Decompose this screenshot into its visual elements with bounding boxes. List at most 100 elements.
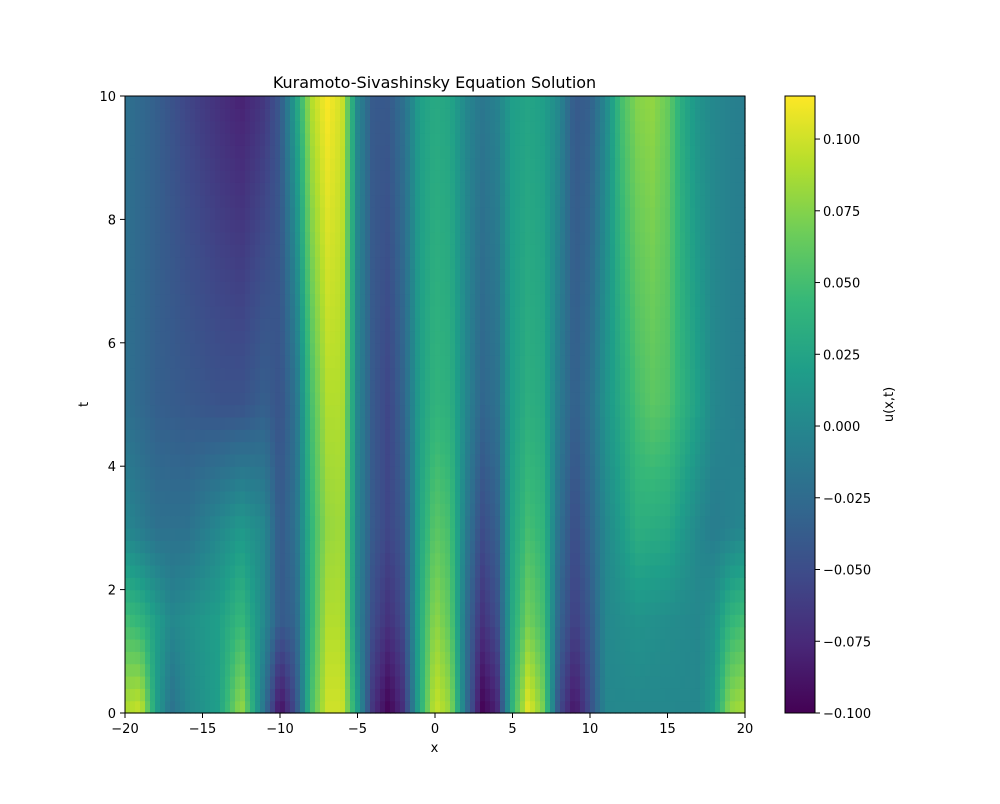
heatmap-cell <box>470 342 476 356</box>
heatmap-cell <box>560 256 566 270</box>
heatmap-cell <box>530 231 536 245</box>
heatmap-cell <box>480 589 486 603</box>
heatmap-cell <box>275 651 281 665</box>
heatmap-cell <box>165 663 171 677</box>
heatmap-cell <box>385 379 391 393</box>
heatmap-cell <box>230 651 236 665</box>
heatmap-cell <box>335 429 341 443</box>
heatmap-cell <box>500 466 506 480</box>
heatmap-cell <box>375 342 381 356</box>
heatmap-cell <box>480 663 486 677</box>
heatmap-cell <box>530 416 536 430</box>
heatmap-cell <box>420 231 426 245</box>
heatmap-cell <box>130 231 136 245</box>
heatmap-cell <box>190 281 196 295</box>
heatmap-cell <box>720 404 726 418</box>
heatmap-cell <box>430 305 436 319</box>
heatmap-cell <box>625 675 631 689</box>
heatmap-cell <box>225 577 231 591</box>
heatmap-cell <box>205 219 211 233</box>
heatmap-cell <box>590 367 596 381</box>
heatmap-cell <box>700 515 706 529</box>
heatmap-cell <box>715 268 721 282</box>
heatmap-cell <box>440 416 446 430</box>
heatmap-cell <box>595 441 601 455</box>
heatmap-cell <box>725 564 731 578</box>
heatmap-cell <box>455 700 461 714</box>
heatmap-cell <box>605 293 611 307</box>
heatmap-cell <box>655 379 661 393</box>
heatmap-cell <box>385 416 391 430</box>
heatmap-cell <box>430 626 436 640</box>
heatmap-cell <box>125 404 131 418</box>
heatmap-cell <box>665 638 671 652</box>
heatmap-cell <box>645 663 651 677</box>
heatmap-cell <box>480 219 486 233</box>
heatmap-cell <box>425 256 431 270</box>
heatmap-cell <box>415 392 421 406</box>
heatmap-cell <box>480 527 486 541</box>
heatmap-cell <box>225 626 231 640</box>
heatmap-cell <box>595 700 601 714</box>
heatmap-cell <box>195 540 201 554</box>
heatmap-cell <box>550 453 556 467</box>
heatmap-cell <box>245 404 251 418</box>
heatmap-cell <box>155 478 161 492</box>
heatmap-cell <box>305 256 311 270</box>
heatmap-cell <box>510 564 516 578</box>
heatmap-cell <box>480 330 486 344</box>
heatmap-cell <box>250 330 256 344</box>
heatmap-cell <box>645 231 651 245</box>
heatmap-cell <box>635 577 641 591</box>
heatmap-cell <box>630 552 636 566</box>
heatmap-cell <box>380 466 386 480</box>
heatmap-cell <box>340 601 346 615</box>
heatmap-cell <box>470 651 476 665</box>
heatmap-cell <box>430 651 436 665</box>
heatmap-cell <box>210 367 216 381</box>
heatmap-cell <box>300 355 306 369</box>
heatmap-cell <box>265 515 271 529</box>
heatmap-cell <box>405 231 411 245</box>
heatmap-cell <box>345 663 351 677</box>
heatmap-cell <box>175 416 181 430</box>
heatmap-cell <box>305 379 311 393</box>
heatmap-cell <box>330 638 336 652</box>
heatmap-cell <box>685 663 691 677</box>
heatmap-cell <box>615 466 621 480</box>
heatmap-cell <box>150 219 156 233</box>
heatmap-cell <box>735 342 741 356</box>
heatmap-cell <box>190 219 196 233</box>
heatmap-cell <box>340 355 346 369</box>
heatmap-cell <box>315 256 321 270</box>
heatmap-cell <box>510 219 516 233</box>
heatmap-cell <box>540 355 546 369</box>
heatmap-cell <box>215 675 221 689</box>
heatmap-cell <box>715 564 721 578</box>
heatmap-cell <box>455 663 461 677</box>
heatmap-cell <box>555 342 561 356</box>
heatmap-cell <box>675 416 681 430</box>
heatmap-cell <box>475 490 481 504</box>
heatmap-cell <box>710 515 716 529</box>
heatmap-cell <box>220 478 226 492</box>
heatmap-cell <box>145 281 151 295</box>
heatmap-cell <box>595 281 601 295</box>
heatmap-cell <box>410 638 416 652</box>
heatmap-cell <box>225 564 231 578</box>
heatmap-cell <box>665 244 671 258</box>
heatmap-cell <box>155 589 161 603</box>
heatmap-cell <box>340 614 346 628</box>
heatmap-cell <box>585 416 591 430</box>
heatmap-cell <box>255 318 261 332</box>
heatmap-cell <box>455 256 461 270</box>
heatmap-cell <box>440 367 446 381</box>
heatmap-cell <box>130 589 136 603</box>
heatmap-cell <box>285 404 291 418</box>
heatmap-cell <box>145 244 151 258</box>
heatmap-cell <box>370 342 376 356</box>
heatmap-cell <box>205 392 211 406</box>
heatmap-cell <box>665 626 671 640</box>
heatmap-cell <box>165 256 171 270</box>
heatmap-cell <box>345 626 351 640</box>
